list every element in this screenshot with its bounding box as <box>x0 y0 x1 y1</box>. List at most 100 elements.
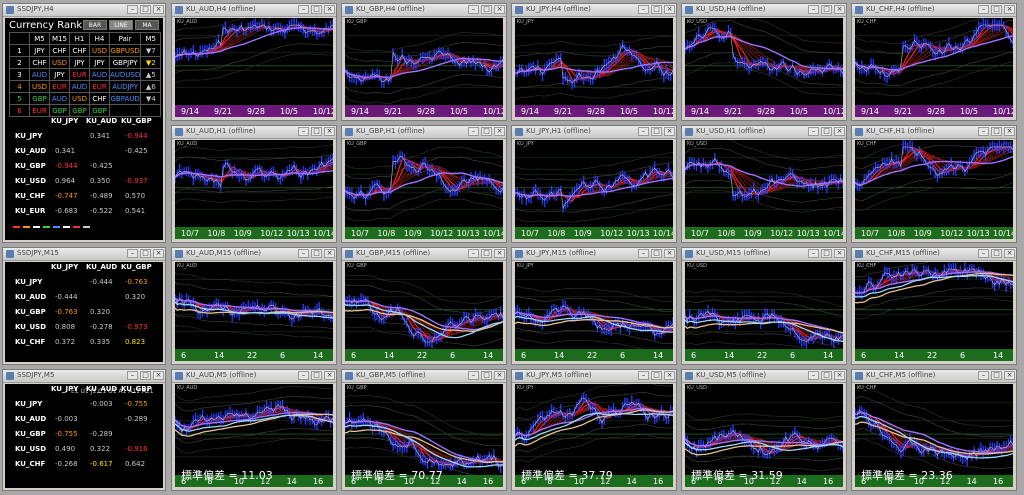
price-chart[interactable] <box>345 262 503 361</box>
minimize-button[interactable]: – <box>468 127 479 136</box>
minimize-button[interactable]: – <box>298 5 309 14</box>
chart-canvas[interactable]: KU_JPY 9/14 9/21 9/28 10/5 10/12 <box>515 18 673 117</box>
chart-window-ku_jpy-h4[interactable]: KU_JPY,H4 (offline) – □ × KU_JPY 9/14 9/21 9/28… <box>511 3 677 121</box>
ranking-tab-line[interactable]: LINE <box>109 20 133 30</box>
minimize-button[interactable]: – <box>638 5 649 14</box>
window-titlebar[interactable]: KU_GBP,M5 (offline) – □ × <box>342 370 506 383</box>
close-button[interactable]: × <box>834 249 845 258</box>
chart-canvas[interactable]: KU_CHF 6 14 22 6 14 <box>855 262 1013 361</box>
window-titlebar[interactable]: KU_JPY,M15 (offline) – □ × <box>512 248 676 261</box>
close-button[interactable]: × <box>834 371 845 380</box>
close-button[interactable]: × <box>664 5 675 14</box>
chart-canvas[interactable]: KU_GBP 6 14 22 6 14 <box>345 262 503 361</box>
close-button[interactable]: × <box>664 127 675 136</box>
chart-window-ku_usd-h1[interactable]: KU_USD,H1 (offline) – □ × KU_USD 10/7 10/8 10/9… <box>681 125 847 243</box>
chart-window-ku_usd-m5[interactable]: KU_USD,M5 (offline) – □ × KU_USD 6 8 10 12 14 16 標準… <box>681 369 847 491</box>
chart-canvas[interactable]: KU_GBP 9/14 9/21 9/28 10/5 10/12 <box>345 18 503 117</box>
minimize-button[interactable]: – <box>127 249 138 258</box>
indicator-window-2[interactable]: SSDJPY,M5– □ × E1 U1 J1 C1 G1 A1 A11 A21 KU_… <box>2 369 166 491</box>
price-chart[interactable] <box>175 140 333 239</box>
chart-canvas[interactable]: KU_AUD 9/14 9/21 9/28 10/5 10/12 <box>175 18 333 117</box>
window-titlebar[interactable]: KU_JPY,H1 (offline) – □ × <box>512 126 676 139</box>
window-titlebar[interactable]: KU_GBP,M15 (offline) – □ × <box>342 248 506 261</box>
close-button[interactable]: × <box>664 371 675 380</box>
maximize-button[interactable]: □ <box>821 249 832 258</box>
chart-window-ku_jpy-m5[interactable]: KU_JPY,M5 (offline) – □ × KU_JPY 6 8 10 12 14 16 標準… <box>511 369 677 491</box>
maximize-button[interactable]: □ <box>991 249 1002 258</box>
chart-canvas[interactable]: KU_USD 6 14 22 6 14 <box>685 262 843 361</box>
window-titlebar[interactable]: KU_CHF,M5 (offline) – □ × <box>852 370 1016 383</box>
minimize-button[interactable]: – <box>978 127 989 136</box>
chart-window-ku_aud-m15[interactable]: KU_AUD,M15 (offline) – □ × KU_AUD 6 14 22 6 14 <box>171 247 337 365</box>
maximize-button[interactable]: □ <box>311 127 322 136</box>
close-button[interactable]: × <box>494 127 505 136</box>
price-chart[interactable] <box>685 262 843 361</box>
price-chart[interactable] <box>515 140 673 239</box>
price-chart[interactable] <box>175 262 333 361</box>
maximize-button[interactable]: □ <box>481 127 492 136</box>
chart-window-ku_gbp-h4[interactable]: KU_GBP,H4 (offline) – □ × KU_GBP 9/14 9/21 9/28… <box>341 3 507 121</box>
minimize-button[interactable]: – <box>978 5 989 14</box>
chart-window-ku_chf-m15[interactable]: KU_CHF,M15 (offline) – □ × KU_CHF 6 14 22 6 14 <box>851 247 1017 365</box>
window-titlebar[interactable]: KU_USD,M5 (offline) – □ × <box>682 370 846 383</box>
window-titlebar[interactable]: KU_GBP,H4 (offline) – □ × <box>342 4 506 17</box>
minimize-button[interactable]: – <box>638 371 649 380</box>
price-chart[interactable] <box>515 18 673 117</box>
chart-window-ku_chf-h1[interactable]: KU_CHF,H1 (offline) – □ × KU_CHF 10/7 10/8 10/9… <box>851 125 1017 243</box>
maximize-button[interactable]: □ <box>821 371 832 380</box>
chart-window-ku_aud-h1[interactable]: KU_AUD,H1 (offline) – □ × KU_AUD 10/7 10/8 10/9… <box>171 125 337 243</box>
window-titlebar[interactable]: KU_GBP,H1 (offline) – □ × <box>342 126 506 139</box>
minimize-button[interactable]: – <box>978 371 989 380</box>
maximize-button[interactable]: □ <box>991 371 1002 380</box>
price-chart[interactable] <box>515 384 673 487</box>
chart-window-ku_gbp-m5[interactable]: KU_GBP,M5 (offline) – □ × KU_GBP 6 8 10 12 14 16 標準… <box>341 369 507 491</box>
close-button[interactable]: × <box>324 5 335 14</box>
window-titlebar[interactable]: KU_AUD,M5 (offline) – □ × <box>172 370 336 383</box>
maximize-button[interactable]: □ <box>481 5 492 14</box>
price-chart[interactable] <box>175 18 333 117</box>
minimize-button[interactable]: – <box>808 249 819 258</box>
maximize-button[interactable]: □ <box>140 249 151 258</box>
minimize-button[interactable]: – <box>808 371 819 380</box>
indicator-window-1[interactable]: SSDJPY,M15– □ × KU_JPY KU_AUD KU_GBP KU_JPY -0.… <box>2 247 166 365</box>
minimize-button[interactable]: – <box>127 5 138 14</box>
maximize-button[interactable]: □ <box>821 5 832 14</box>
ranking-tab-bar[interactable]: BAR <box>83 20 107 30</box>
price-chart[interactable] <box>345 140 503 239</box>
chart-window-ku_chf-h4[interactable]: KU_CHF,H4 (offline) – □ × KU_CHF 9/14 9/21 9/28… <box>851 3 1017 121</box>
chart-window-ku_chf-m5[interactable]: KU_CHF,M5 (offline) – □ × KU_CHF 6 8 10 12 14 16 標準… <box>851 369 1017 491</box>
close-button[interactable]: × <box>494 5 505 14</box>
maximize-button[interactable]: □ <box>481 371 492 380</box>
ranking-tab-ma[interactable]: MA <box>135 20 159 30</box>
price-chart[interactable] <box>685 140 843 239</box>
minimize-button[interactable]: – <box>298 127 309 136</box>
chart-canvas[interactable]: KU_USD 9/14 9/21 9/28 10/5 10/12 <box>685 18 843 117</box>
chart-window-ku_usd-m15[interactable]: KU_USD,M15 (offline) – □ × KU_USD 6 14 22 6 14 <box>681 247 847 365</box>
window-titlebar[interactable]: KU_USD,H1 (offline) – □ × <box>682 126 846 139</box>
close-button[interactable]: × <box>1004 371 1015 380</box>
close-button[interactable]: × <box>1004 5 1015 14</box>
minimize-button[interactable]: – <box>978 249 989 258</box>
chart-canvas[interactable]: KU_AUD 6 14 22 6 14 <box>175 262 333 361</box>
window-titlebar[interactable]: KU_AUD,H4 (offline) – □ × <box>172 4 336 17</box>
window-titlebar[interactable]: KU_CHF,H1 (offline) – □ × <box>852 126 1016 139</box>
chart-window-ku_gbp-h1[interactable]: KU_GBP,H1 (offline) – □ × KU_GBP 10/7 10/8 10/9… <box>341 125 507 243</box>
window-titlebar[interactable]: SSDJPY,M15 – □ × <box>3 248 165 261</box>
minimize-button[interactable]: – <box>468 371 479 380</box>
minimize-button[interactable]: – <box>127 371 138 380</box>
chart-window-ku_aud-h4[interactable]: KU_AUD,H4 (offline) – □ × KU_AUD 9/14 9/21 9/28… <box>171 3 337 121</box>
chart-canvas[interactable]: KU_JPY 6 8 10 12 14 16 標準偏差 = 37.79 <box>515 384 673 487</box>
price-chart[interactable] <box>175 384 333 487</box>
window-titlebar[interactable]: SSDJPY,M5 – □ × <box>3 370 165 383</box>
minimize-button[interactable]: – <box>298 249 309 258</box>
chart-canvas[interactable]: KU_GBP 6 8 10 12 14 16 標準偏差 = 70.77 <box>345 384 503 487</box>
chart-canvas[interactable]: KU_CHF 6 8 10 12 14 16 標準偏差 = 23.36 <box>855 384 1013 487</box>
minimize-button[interactable]: – <box>638 249 649 258</box>
window-titlebar[interactable]: KU_USD,M15 (offline) – □ × <box>682 248 846 261</box>
close-button[interactable]: × <box>153 5 164 14</box>
maximize-button[interactable]: □ <box>140 5 151 14</box>
